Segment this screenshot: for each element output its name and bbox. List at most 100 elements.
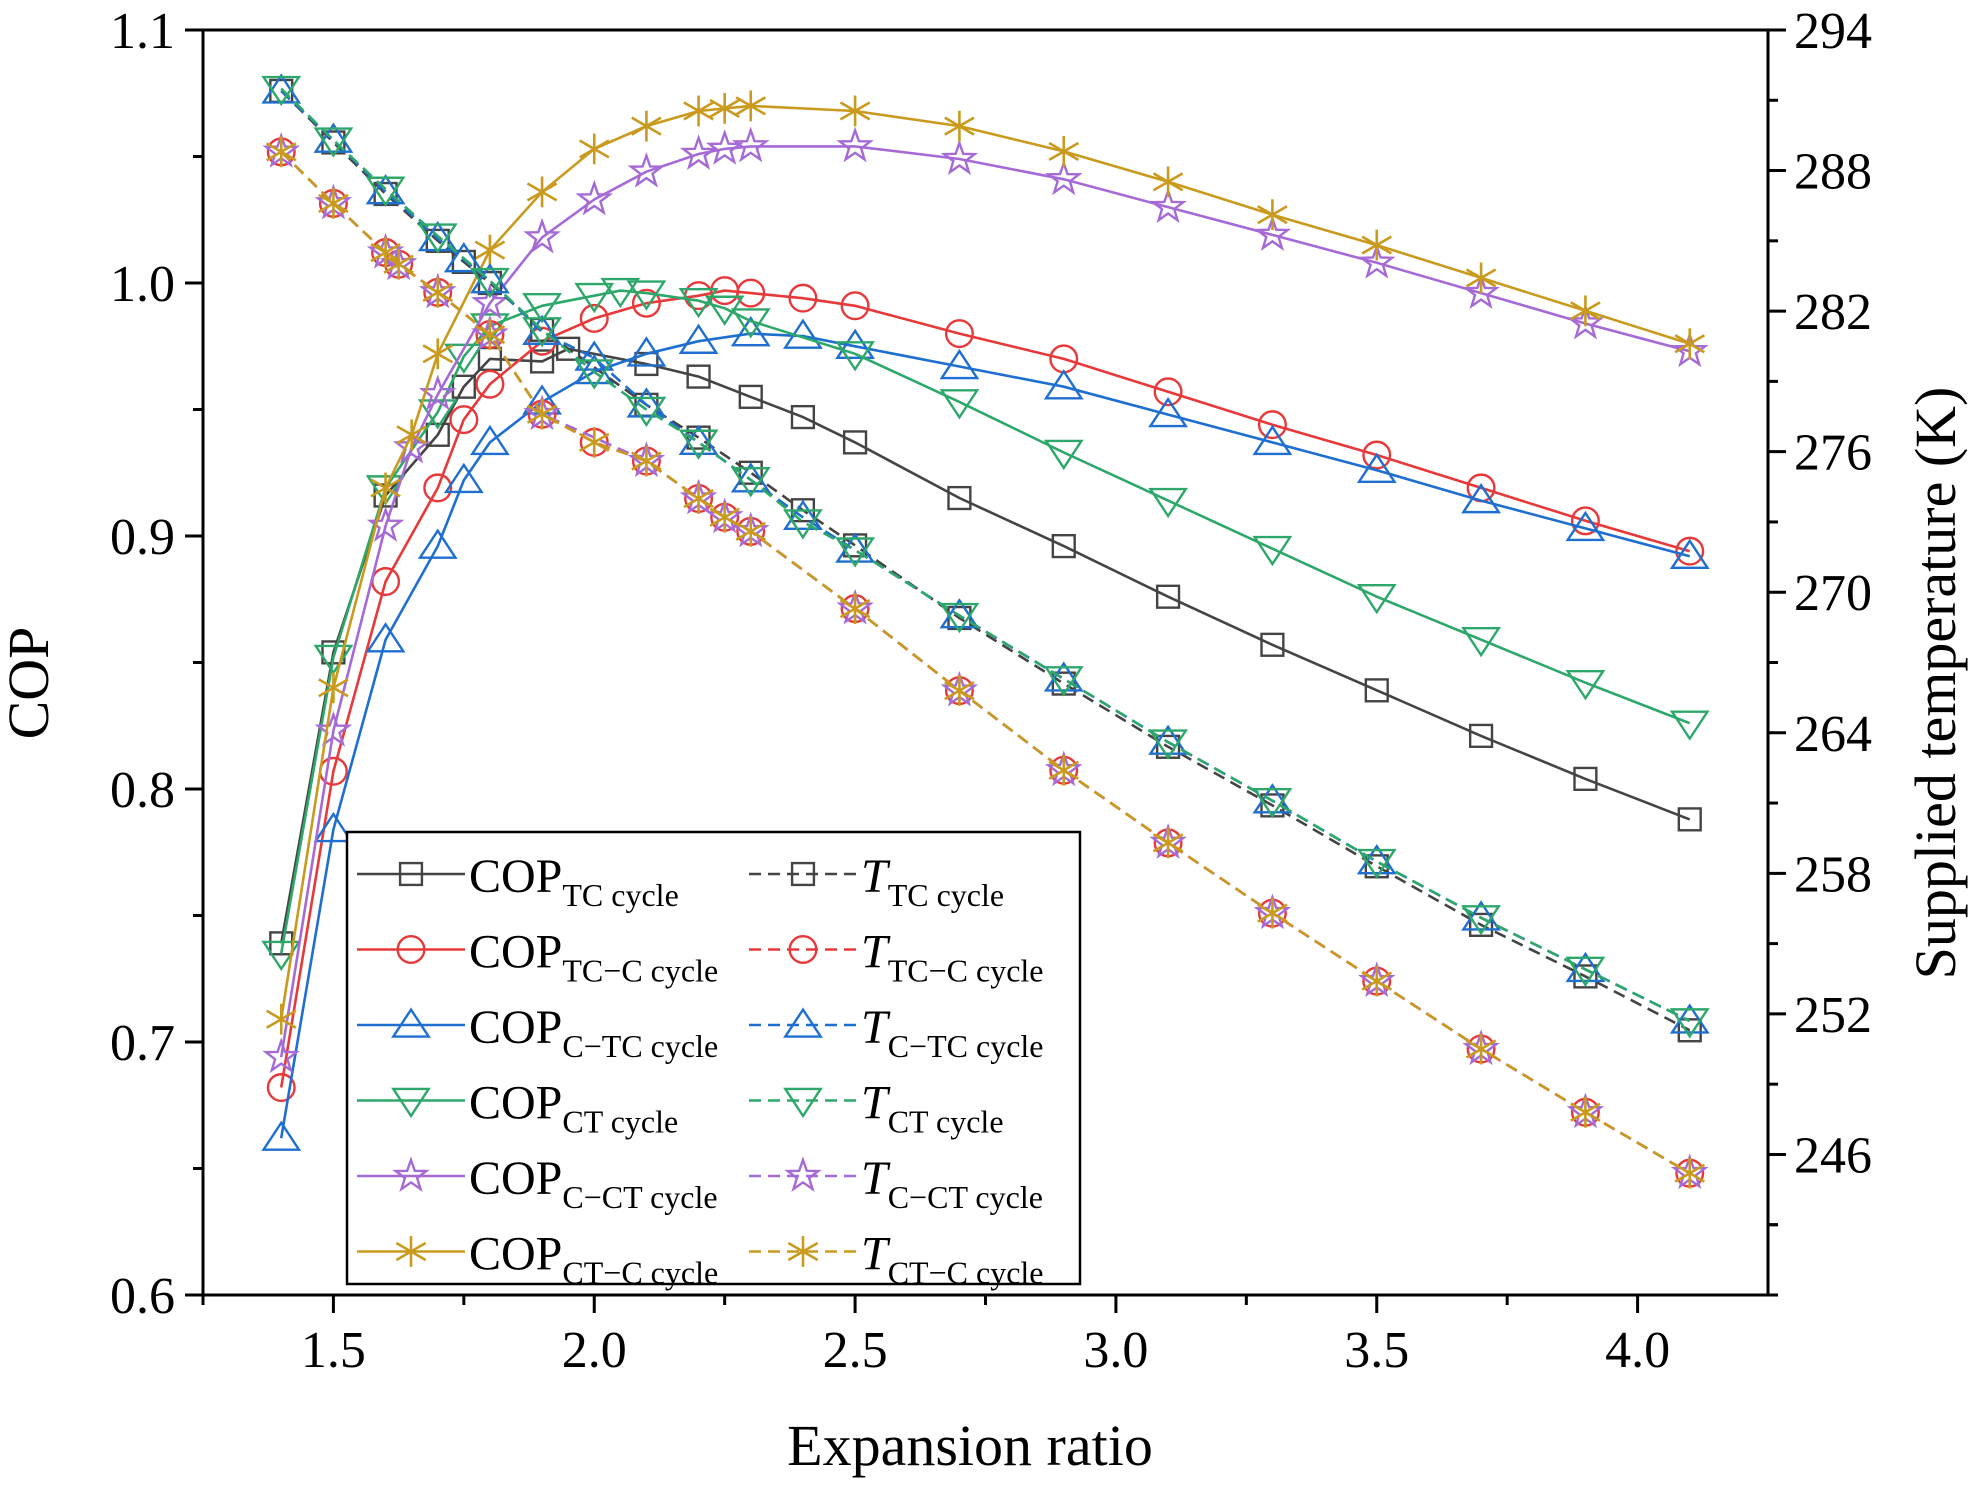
- legend-marker-stroke: [395, 1241, 427, 1262]
- series-t-ct-c-cycle-point-stroke: [578, 432, 610, 452]
- legend-label: TCT−C cycle: [861, 1228, 1043, 1291]
- series-t-ct-c-cycle-point: [474, 319, 506, 350]
- series-t-ct-c-cycle-point: [1361, 965, 1393, 997]
- series-cop-ct-c-cycle-point: [1152, 166, 1184, 198]
- series-cop-tc-cycle-point: [1155, 584, 1181, 609]
- legend-item: COPTC cycle: [357, 850, 679, 913]
- series-cop-ct-cycle-point: [939, 389, 980, 420]
- series-cop-tc-cycle-point: [738, 384, 763, 409]
- series-cop-c-ct-cycle-point: [705, 129, 744, 165]
- series-cop-tc-c-cycle-point: [1257, 410, 1287, 440]
- legend-label-sub: CT cycle: [562, 1104, 678, 1140]
- series-cop-c-tc-cycle-point: [1669, 538, 1710, 569]
- series-cop-ct-c-cycle-point: [944, 110, 975, 142]
- series-cop-tc-c-cycle: [266, 276, 1705, 1103]
- series-cop-tc-c-cycle-point: [1362, 440, 1392, 470]
- series-t-ct-c-cycle-point-stroke: [683, 488, 714, 509]
- legend-label: TCT cycle: [861, 1077, 1004, 1140]
- series-cop-ct-c-cycle-point: [735, 90, 767, 122]
- series-t-c-tc-cycle-point: [313, 122, 354, 153]
- series-cop-ct-c-cycle-point: [474, 234, 506, 266]
- legend-item: TC−TC cycle: [749, 1001, 1043, 1064]
- series-t-ct-c-cycle-point-stroke: [265, 142, 297, 162]
- series-cop-tc-cycle-point: [451, 374, 476, 399]
- series-t-ct-c-cycle-point-stroke: [944, 681, 975, 701]
- series-cop-tc-c-cycle-point: [840, 291, 870, 321]
- y-right-tick-label: 276: [1794, 425, 1872, 482]
- series-cop-c-ct-cycle-point: [1462, 273, 1500, 310]
- series-t-ct-c-cycle-point: [1570, 1096, 1601, 1128]
- series-cop-ct-c-cycle-point: [1048, 136, 1080, 167]
- series-t-c-tc-cycle-point: [1148, 724, 1189, 755]
- series-t-ct-cycle-point: [730, 467, 771, 498]
- series-cop-c-tc-cycle-point: [261, 1120, 302, 1151]
- series-cop-ct-cycle-point: [678, 287, 719, 319]
- legend-label-main: COP: [469, 926, 562, 979]
- series-cop-c-tc-cycle-point: [730, 316, 771, 347]
- series-cop-ct-c-cycle-point: [1570, 295, 1601, 327]
- series-cop-ct-cycle-point: [443, 343, 484, 374]
- series-t-ct-cycle-point: [574, 359, 615, 390]
- series-t-c-tc-cycle-point: [443, 241, 484, 273]
- series-t-ct-c-cycle-point: [1152, 827, 1184, 859]
- series-cop-c-tc-cycle-point: [313, 811, 354, 843]
- legend-label: COPTC cycle: [469, 850, 679, 913]
- legend-label-main: COP: [469, 1001, 562, 1054]
- legend-label-sub: TC cycle: [888, 877, 1004, 913]
- x-tick-label: 2.0: [562, 1322, 627, 1379]
- legend-label: TC−CT cycle: [861, 1152, 1043, 1215]
- legend-label-sub: C−TC cycle: [562, 1028, 718, 1064]
- series-cop-c-ct-cycle-point: [366, 506, 405, 542]
- series-t-ct-cycle-point: [469, 267, 510, 299]
- legend-label: TTC−C cycle: [861, 926, 1043, 989]
- series-cop-c-ct-cycle-point: [731, 126, 770, 163]
- series-cop-ct-c-cycle-point-stroke: [474, 240, 506, 260]
- legend-marker: [395, 1236, 427, 1267]
- series-cop-ct-cycle-point: [1043, 439, 1084, 471]
- series-cop-c-tc-cycle-point: [469, 424, 510, 456]
- series-cop-ct-c-cycle-point-stroke: [578, 139, 610, 159]
- x-tick-label: 4.0: [1605, 1322, 1670, 1379]
- legend-marker: [790, 861, 816, 887]
- series-cop-tc-c-cycle-point: [1153, 377, 1183, 407]
- series-cop-c-ct-cycle-point: [1149, 187, 1187, 224]
- legend-label: COPC−TC cycle: [469, 1001, 718, 1064]
- legend-label-sub: TC−C cycle: [888, 953, 1044, 989]
- legend-label-sub: CT−C cycle: [888, 1255, 1044, 1291]
- series-cop-ct-c-cycle-point: [1257, 199, 1288, 231]
- series-t-c-tc-cycle-point: [939, 598, 980, 629]
- series-cop-c-tc-cycle-point: [1356, 452, 1397, 483]
- series-t-c-tc-cycle-point: [1461, 900, 1502, 931]
- series-t-c-tc-cycle-point: [730, 462, 771, 493]
- series-cop-ct-c-cycle-point: [683, 95, 714, 127]
- series-cop-tc-cycle-point: [1468, 723, 1494, 748]
- legend-label-main: COP: [469, 850, 562, 903]
- series-cop-ct-c-cycle-point-stroke: [318, 678, 349, 698]
- series-t-ct-c-cycle-point-stroke: [839, 599, 871, 619]
- legend-label-sub: C−TC cycle: [888, 1028, 1044, 1064]
- series-cop-ct-c-cycle-point: [839, 95, 871, 127]
- series-cop-c-tc-cycle-point: [1148, 396, 1189, 428]
- series-cop-tc-cycle-point: [947, 485, 972, 511]
- legend-marker: [398, 861, 424, 887]
- legend-label-sub: TC cycle: [562, 877, 678, 913]
- series-t-ct-cycle-point: [626, 396, 667, 428]
- series-cop-ct-c-cycle-point-stroke: [1674, 334, 1706, 354]
- x-axis-label: Expansion ratio: [787, 1413, 1153, 1478]
- legend-label-main: T: [861, 1077, 891, 1130]
- legend-item: TCT cycle: [749, 1077, 1004, 1140]
- series-t-ct-cycle-point: [313, 127, 354, 158]
- series-t-ct-c-cycle-point: [735, 515, 767, 547]
- series-t-ct-c-cycle-point: [265, 136, 297, 168]
- series-cop-ct-cycle-point: [313, 644, 354, 676]
- series-t-ct-cycle-point: [1148, 729, 1189, 760]
- y-right-tick-label: 264: [1794, 706, 1872, 763]
- series-t-ct-c-cycle-point-stroke: [1257, 903, 1288, 923]
- series-t-ct-c-cycle-point-stroke: [735, 521, 767, 541]
- legend-item: COPC−CT cycle: [357, 1152, 718, 1215]
- series-cop-ct-c-cycle-point: [709, 93, 740, 124]
- series-t-ct-c-cycle-point: [1257, 897, 1288, 929]
- y-right-tick-label: 288: [1794, 144, 1872, 201]
